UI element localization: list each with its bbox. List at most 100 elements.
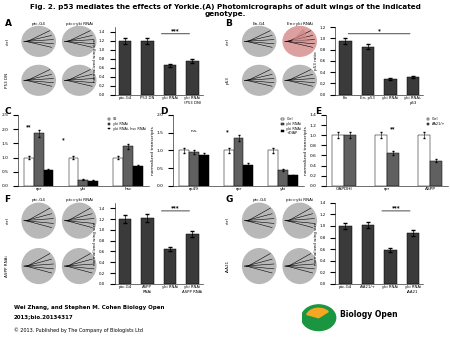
- Bar: [123, 146, 133, 186]
- Circle shape: [302, 305, 336, 331]
- Y-axis label: normalized wing size: normalized wing size: [94, 39, 97, 82]
- Ellipse shape: [243, 66, 276, 95]
- Text: C: C: [4, 107, 11, 116]
- Bar: [339, 41, 351, 95]
- Bar: [141, 41, 153, 95]
- Text: ptc>yki RNAi: ptc>yki RNAi: [66, 22, 93, 26]
- Legend: Ctrl, AA21/+: Ctrl, AA21/+: [426, 117, 446, 127]
- Bar: [387, 153, 399, 186]
- Bar: [88, 181, 98, 186]
- Text: ctrl: ctrl: [226, 217, 230, 224]
- Text: genotype.: genotype.: [204, 11, 246, 17]
- Text: ptc-G4: ptc-G4: [32, 22, 45, 26]
- Ellipse shape: [243, 26, 276, 56]
- Text: **: **: [26, 124, 32, 129]
- Text: ptc>yki RNAi: ptc>yki RNAi: [66, 198, 93, 202]
- Ellipse shape: [283, 66, 316, 95]
- Text: Biology Open: Biology Open: [340, 310, 397, 319]
- Bar: [68, 158, 78, 186]
- Bar: [34, 134, 44, 186]
- Bar: [234, 138, 243, 186]
- Text: p53: p53: [226, 76, 230, 84]
- Bar: [407, 233, 419, 284]
- Bar: [362, 47, 374, 95]
- Ellipse shape: [22, 249, 55, 284]
- Bar: [164, 249, 176, 284]
- Y-axis label: normalized transcripts: normalized transcripts: [151, 126, 155, 175]
- Bar: [24, 158, 34, 186]
- Text: *: *: [226, 129, 229, 135]
- Y-axis label: p53 ratio: p53 ratio: [314, 51, 318, 70]
- Bar: [224, 150, 234, 186]
- Text: ctrl: ctrl: [5, 38, 9, 45]
- Ellipse shape: [22, 203, 55, 238]
- Bar: [179, 150, 189, 186]
- Ellipse shape: [63, 249, 96, 284]
- Text: P53 DN: P53 DN: [5, 73, 9, 88]
- Y-axis label: normalized wing size: normalized wing size: [94, 222, 97, 265]
- Text: © 2013. Published by The Company of Biologists Ltd: © 2013. Published by The Company of Biol…: [14, 328, 143, 334]
- Ellipse shape: [63, 26, 96, 56]
- Text: En>yki RNAi: En>yki RNAi: [287, 22, 313, 26]
- Ellipse shape: [283, 249, 316, 284]
- Text: *: *: [62, 137, 64, 142]
- Bar: [119, 219, 131, 284]
- Text: ctrl: ctrl: [226, 38, 230, 45]
- Y-axis label: normalized wing size: normalized wing size: [314, 222, 318, 265]
- Text: **: **: [390, 126, 396, 131]
- Bar: [133, 166, 143, 186]
- Text: ptc-G4: ptc-G4: [32, 198, 45, 202]
- Bar: [288, 175, 298, 186]
- Bar: [44, 170, 54, 186]
- Ellipse shape: [243, 249, 276, 284]
- Bar: [418, 135, 430, 186]
- Text: Wei Zhang, and Stephen M. Cohen Biology Open: Wei Zhang, and Stephen M. Cohen Biology …: [14, 305, 164, 310]
- Text: ***: ***: [392, 205, 400, 210]
- Text: n.s.: n.s.: [190, 129, 198, 134]
- Text: F: F: [4, 195, 11, 204]
- Text: En-G4: En-G4: [253, 22, 266, 26]
- Ellipse shape: [63, 66, 96, 95]
- Text: *: *: [378, 28, 381, 33]
- Ellipse shape: [63, 203, 96, 238]
- Bar: [186, 61, 198, 95]
- Bar: [407, 77, 419, 95]
- Text: ctrl: ctrl: [5, 217, 9, 224]
- Bar: [332, 135, 344, 186]
- Ellipse shape: [243, 203, 276, 238]
- Bar: [375, 135, 387, 186]
- Text: 2013;bio.20134317: 2013;bio.20134317: [14, 314, 73, 319]
- Bar: [113, 158, 123, 186]
- Legend: S2, yki RNAi, yki RNAi, hsc RNAi: S2, yki RNAi, yki RNAi, hsc RNAi: [107, 117, 147, 131]
- Bar: [78, 180, 88, 186]
- Bar: [339, 226, 351, 284]
- Text: ptc>yki RNAi: ptc>yki RNAi: [286, 198, 313, 202]
- Ellipse shape: [22, 66, 55, 95]
- Bar: [141, 218, 153, 284]
- Bar: [278, 170, 288, 186]
- Legend: Ctrl, yki RNAi, yki RNAi
+DIAP: Ctrl, yki RNAi, yki RNAi +DIAP: [280, 117, 302, 136]
- Text: A: A: [4, 19, 12, 28]
- Text: B: B: [225, 19, 232, 28]
- Bar: [344, 135, 356, 186]
- Text: iAA21: iAA21: [226, 260, 230, 272]
- Bar: [268, 150, 278, 186]
- Ellipse shape: [283, 203, 316, 238]
- Bar: [243, 165, 253, 186]
- Text: ASPP RNAi: ASPP RNAi: [5, 255, 9, 277]
- Text: ***: ***: [171, 205, 180, 210]
- Text: ptc-G4: ptc-G4: [252, 198, 266, 202]
- Wedge shape: [307, 308, 328, 318]
- Bar: [430, 161, 442, 186]
- Bar: [189, 152, 199, 186]
- Bar: [362, 225, 374, 284]
- Polygon shape: [292, 29, 307, 41]
- Y-axis label: normalized transcripts: normalized transcripts: [304, 126, 308, 175]
- Bar: [199, 155, 209, 186]
- Bar: [384, 250, 396, 284]
- Text: G: G: [225, 195, 232, 204]
- Bar: [164, 65, 176, 95]
- Text: E: E: [315, 107, 321, 116]
- Text: D: D: [160, 107, 167, 116]
- Text: Fig. 2. p53 mediates the effects of Yorkie.(A) Photomicrographs of adult wings o: Fig. 2. p53 mediates the effects of York…: [30, 4, 420, 10]
